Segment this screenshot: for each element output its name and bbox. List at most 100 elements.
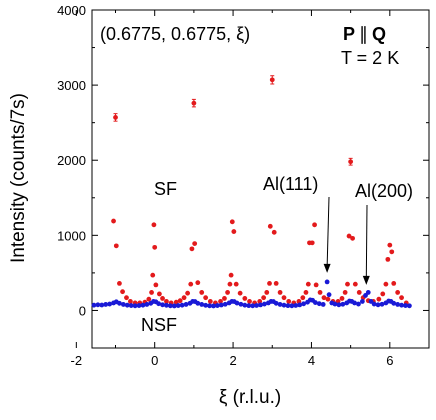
nsf-point [179,302,185,308]
sf-point [339,296,345,301]
nsf-label: NSF [141,315,177,335]
nsf-point [124,302,130,308]
x-axis-title: ξ (r.l.u.) [219,387,281,408]
al111-label: Al(111) [263,174,318,194]
nsf-point [91,302,97,308]
sf-point [264,290,270,295]
nsf-point [222,301,228,307]
sf-point [281,295,287,301]
sf-point [376,296,382,302]
sf-point [300,295,306,301]
sf-point [153,282,159,288]
sf-point [267,223,273,229]
sf-point [185,290,191,296]
sf-point [149,290,154,295]
nsf-point [164,302,169,308]
nsf-point [356,301,361,307]
sf-point [191,100,197,106]
sf-point [113,243,119,249]
nsf-point [214,303,220,308]
nsf-point [277,302,283,307]
nsf-point [332,301,338,307]
nsf-point [262,301,267,307]
temperature-annotation: T = 2 K [341,48,399,68]
sf-point [164,299,169,304]
polarization-annotation: P ∥ Q [343,24,386,44]
nsf-point [195,300,201,306]
nsf-point [207,303,212,309]
points-layer [91,77,412,309]
nsf-point [407,303,412,309]
nsf-point [379,301,385,307]
nsf-point [107,301,113,307]
sf-point [120,289,125,295]
sf-point [309,240,315,246]
nsf-point [297,302,303,308]
nsf-point [258,302,263,308]
sf-point [389,249,395,255]
sf-point [356,290,362,295]
sf-point [229,219,235,225]
y-tick-label: 2000 [57,153,86,168]
sf-point [124,295,129,301]
x-tick-label: 4 [308,353,315,368]
sf-point [188,281,194,287]
sf-point [233,281,239,287]
nsf-point [175,303,181,308]
sf-point [199,290,205,295]
nsf-point [218,302,224,308]
y-tick-label: 0 [79,303,86,318]
nsf-point [242,302,248,308]
nsf-point [120,302,126,307]
sf-point [261,295,267,301]
sf-label: SF [154,179,177,199]
nsf-point [144,302,150,307]
sf-point [157,291,162,297]
nsf-point [132,303,138,309]
sf-point [391,281,397,286]
sf-point [387,242,393,248]
sf-point [177,298,183,304]
sf-point [195,280,201,286]
sf-point [348,159,354,165]
sf-point [203,295,209,301]
sf-point [346,233,352,239]
sf-point [218,299,223,304]
nsf-point [368,299,374,304]
sf-point [395,290,401,295]
nsf-point [301,301,307,307]
sf-point [189,246,195,252]
polarization-parallel: ∥ [359,24,368,44]
nsf-point [399,302,404,308]
y-tick-label: 3000 [57,78,86,93]
sf-point [150,272,156,278]
nsf-point [183,302,189,307]
al111-arrow-shaft [326,196,330,267]
nsf-point [359,299,365,304]
al200-label: Al(200) [355,181,413,201]
nsf-point [365,290,371,295]
sf-point [305,281,311,287]
nsf-point [128,303,134,308]
sf-point [312,222,317,228]
nsf-point [316,301,322,307]
coords-annotation: (0.6775, 0.6775, ξ) [100,24,250,44]
y-tick-label: 4000 [57,3,86,18]
sf-point [313,282,319,288]
sf-point [160,296,165,301]
sf-point [342,290,348,295]
sf-point [352,281,358,287]
nsf-point [250,303,256,309]
sf-point [117,281,122,286]
nsf-point [254,303,259,308]
plot-frame [91,9,430,349]
sf-point [111,218,116,224]
nsf-point [375,302,381,308]
nsf-point [171,303,177,309]
sf-point [207,299,213,304]
nsf-point [340,301,346,307]
sf-point [227,281,233,287]
polarization-p: P [343,24,355,44]
sf-point [151,222,157,228]
y-axis-title: Intensity (counts/7s) [8,93,29,263]
